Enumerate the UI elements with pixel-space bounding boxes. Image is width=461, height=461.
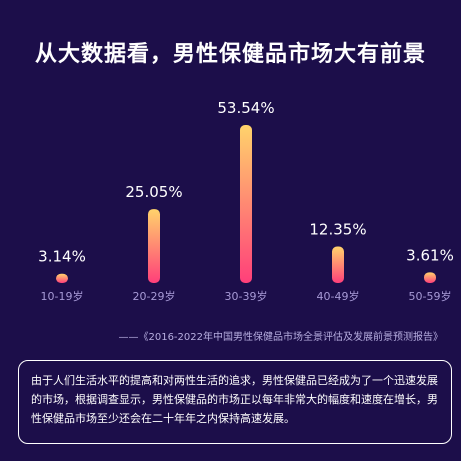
bar-10-19岁 (56, 273, 68, 283)
value-label: 25.05% (125, 183, 182, 201)
category-label: 30-39岁 (225, 289, 268, 303)
bar-50-59岁 (424, 272, 436, 283)
bar-40-49岁 (332, 246, 344, 283)
category-label: 20-29岁 (133, 289, 176, 303)
summary-note: 由于人们生活水平的提高和对两性生活的追求，男性保健品已经成为了一个迅速发展的市场… (18, 360, 452, 444)
page-title: 从大数据看，男性保健品市场大有前景 (34, 42, 426, 67)
value-label: 12.35% (309, 221, 366, 239)
value-label: 53.54% (217, 99, 274, 117)
value-label: 3.14% (38, 248, 86, 266)
category-label: 10-19岁 (41, 289, 84, 303)
bar-20-29岁 (148, 209, 160, 283)
category-label: 50-59岁 (409, 289, 452, 303)
bar-30-39岁 (240, 125, 252, 283)
category-label: 40-49岁 (317, 289, 360, 303)
source-citation: ——《2016-2022年中国男性保健品市场全景评估及发展前景预测报告》 (118, 332, 443, 343)
value-label: 3.61% (406, 246, 454, 264)
